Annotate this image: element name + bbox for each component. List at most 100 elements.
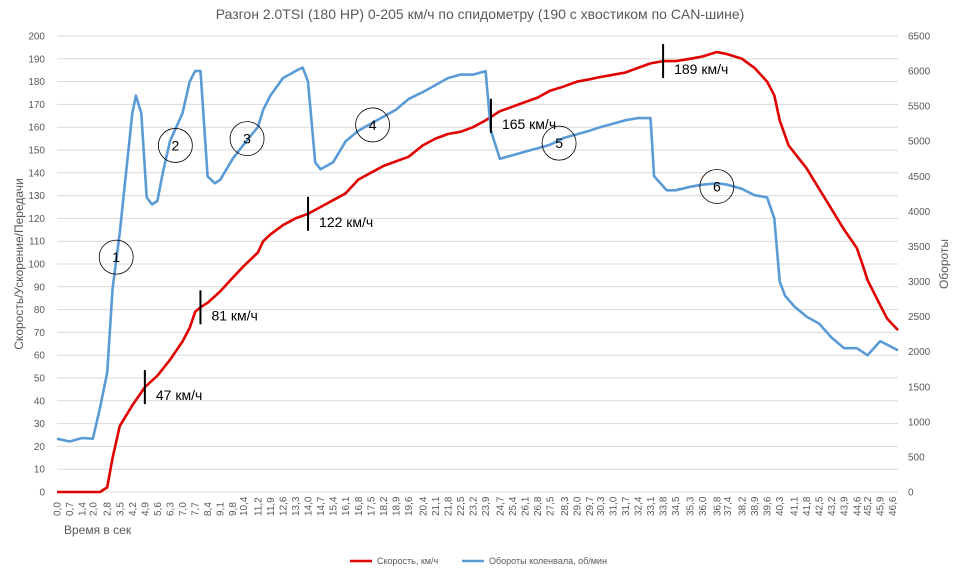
left-tick-label: 0 — [39, 488, 45, 499]
x-tick-label: 33,1 — [646, 496, 657, 516]
x-tick-label: 43,2 — [827, 496, 838, 516]
right-tick-label: 4000 — [908, 207, 931, 218]
x-tick-label: 33,8 — [659, 496, 670, 516]
x-tick-label: 30,3 — [596, 496, 607, 516]
x-tick-label: 46,6 — [888, 496, 899, 516]
right-axis-title: Обороты — [937, 239, 951, 289]
x-tick-label: 15,4 — [329, 496, 340, 516]
gear-label: 1 — [112, 249, 120, 265]
legend-label-rpm: Обороты коленвала, об/мин — [489, 556, 607, 566]
gear-label: 2 — [171, 137, 179, 153]
x-tick-label: 37,4 — [723, 496, 734, 516]
x-tick-label: 45,2 — [863, 496, 874, 516]
gear-circle — [157, 128, 193, 163]
speed-label: 122 км/ч — [319, 214, 373, 230]
x-tick-label: 39,6 — [763, 496, 774, 516]
left-tick-label: 160 — [28, 123, 45, 134]
x-tick-label: 28,3 — [560, 496, 571, 516]
left-tick-label: 110 — [29, 237, 45, 248]
x-tick-label: 26,1 — [521, 496, 532, 516]
left-tick-label: 130 — [28, 191, 45, 202]
x-tick-label: 8,4 — [203, 502, 214, 516]
x-tick-label: 2,8 — [103, 502, 114, 516]
gear-circle — [355, 107, 390, 143]
x-tick-label: 36,8 — [712, 496, 723, 516]
x-tick-label: 25,4 — [508, 496, 519, 516]
rpm-series-line — [56, 66, 899, 443]
left-tick-label: 190 — [28, 54, 45, 65]
gear-label: 4 — [369, 117, 377, 133]
x-tick-label: 22,5 — [456, 496, 467, 516]
x-tick-label: 4,2 — [128, 502, 139, 516]
x-tick-label: 17,5 — [366, 496, 377, 516]
left-tick-label: 10 — [34, 465, 46, 476]
x-tick-label: 11,2 — [253, 497, 264, 516]
right-tick-label: 6500 — [908, 32, 931, 43]
x-tick-label: 29,7 — [585, 496, 596, 516]
x-tick-label: 43,9 — [840, 496, 851, 516]
speed-series-line — [57, 50, 899, 494]
left-tick-label: 170 — [28, 100, 45, 111]
x-tick-label: 10,4 — [239, 496, 250, 516]
x-tick-label: 19,6 — [404, 496, 415, 516]
x-tick-label: 0,0 — [53, 502, 64, 516]
x-tick-label: 4,9 — [140, 502, 151, 516]
gear-circle — [98, 239, 134, 275]
x-tick-label: 41,1 — [789, 496, 800, 516]
gear-label: 3 — [243, 131, 251, 147]
x-tick-label: 16,1 — [341, 496, 352, 516]
left-tick-label: 150 — [28, 146, 45, 157]
speed-label: 81 км/ч — [211, 307, 257, 323]
right-tick-label: 4500 — [908, 172, 931, 183]
x-tick-label: 18,2 — [379, 496, 390, 516]
x-tick-label: 23,2 — [469, 496, 480, 516]
x-tick-label: 38,2 — [737, 496, 748, 516]
x-tick-label: 1,4 — [78, 502, 89, 516]
x-tick-label: 9,8 — [228, 502, 239, 516]
right-tick-label: 3500 — [908, 242, 931, 253]
left-tick-label: 120 — [28, 214, 45, 225]
speed-label: 47 км/ч — [156, 387, 202, 403]
x-tick-label: 35,3 — [685, 496, 696, 516]
x-tick-label: 31,0 — [608, 496, 619, 516]
left-tick-label: 140 — [28, 168, 45, 179]
x-tick-label: 42,5 — [815, 496, 826, 516]
x-tick-label: 34,5 — [671, 496, 682, 516]
x-tick-label: 14,7 — [316, 496, 327, 516]
left-tick-label: 50 — [34, 374, 46, 385]
grid-lines — [57, 35, 898, 493]
x-tick-label: 38,9 — [750, 496, 761, 516]
left-tick-label: 20 — [34, 442, 46, 453]
right-tick-label: 6000 — [908, 67, 931, 78]
gear-label: 5 — [555, 135, 563, 151]
gear-label: 6 — [713, 178, 721, 194]
x-tick-label: 20,4 — [418, 496, 429, 516]
x-tick-label: 6,3 — [165, 502, 176, 516]
legend-label-speed: Скорость, км/ч — [377, 556, 438, 566]
x-tick-label: 44,6 — [852, 496, 863, 516]
x-tick-label: 3,5 — [115, 502, 126, 516]
left-tick-label: 100 — [28, 260, 45, 271]
x-tick-label: 9,1 — [216, 502, 227, 516]
x-tick-label: 31,7 — [621, 496, 632, 516]
left-tick-label: 40 — [34, 396, 46, 407]
left-tick-label: 80 — [34, 305, 46, 316]
x-tick-label: 24,7 — [495, 496, 506, 516]
x-tick-label: 13,3 — [291, 496, 302, 516]
right-tick-label: 500 — [908, 452, 925, 463]
left-tick-label: 90 — [34, 282, 46, 293]
right-tick-label: 0 — [908, 488, 914, 499]
left-tick-label: 70 — [34, 328, 46, 339]
left-tick-label: 30 — [34, 419, 46, 430]
x-tick-label: 26,8 — [533, 496, 544, 516]
left-tick-label: 180 — [28, 77, 45, 88]
gear-circle — [229, 121, 265, 157]
x-tick-label: 29,0 — [573, 496, 584, 516]
x-tick-label: 14,0 — [304, 496, 315, 516]
x-tick-label: 2,0 — [88, 502, 99, 516]
annotations: 47 км/ч 81 км/ч 122 км/ч 165 км/ч 189 км/ч 1 2… — [98, 44, 735, 405]
x-tick-label: 45,9 — [876, 496, 887, 516]
right-tick-label: 2500 — [908, 312, 931, 323]
left-axis-title: Скорость/Ускорение/Передачи — [12, 178, 26, 349]
